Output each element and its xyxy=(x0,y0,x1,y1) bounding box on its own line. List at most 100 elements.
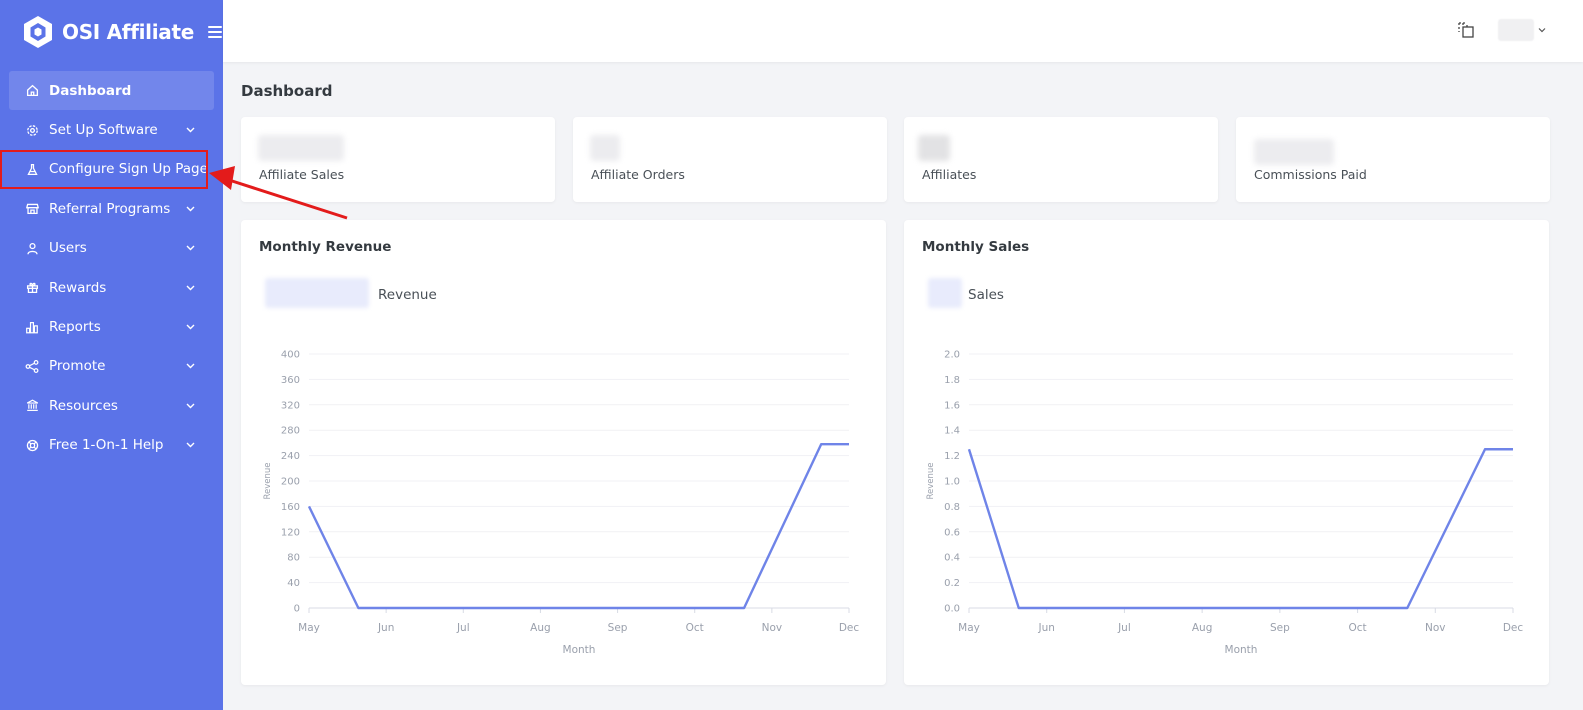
x-tick-label: Oct xyxy=(1348,622,1366,634)
sidebar-item-promote[interactable]: Promote xyxy=(0,347,223,386)
fullscreen-icon[interactable] xyxy=(1457,21,1475,39)
sales-line-chart: 0.0 0.2 0.4 0.6 0.8 1.0 1.2 1.4 1.6 1.8 2.0 May Jun J… xyxy=(926,350,1524,657)
sidebar-item-label: Dashboard xyxy=(49,82,132,99)
sidebar-item-reports[interactable]: Reports xyxy=(0,307,223,346)
chart-title: Monthly Sales xyxy=(922,239,1030,255)
y-tick-label: 40 xyxy=(287,578,300,589)
lifebuoy-icon xyxy=(24,437,40,453)
sidebar-item-rewards[interactable]: Rewards xyxy=(0,268,223,307)
y-tick-label: 360 xyxy=(281,375,300,386)
y-tick-label: 0.6 xyxy=(944,527,960,538)
x-axis-label: Month xyxy=(1225,644,1258,656)
chevron-down-icon xyxy=(185,401,195,411)
y-tick-label: 280 xyxy=(281,426,300,437)
y-tick-label: 320 xyxy=(281,400,300,411)
y-tick-label: 240 xyxy=(281,451,300,462)
sidebar-item-label: Rewards xyxy=(49,279,107,296)
hexagon-logo-icon[interactable] xyxy=(22,15,54,49)
y-tick-label: 1.6 xyxy=(944,400,960,411)
sidebar-item-label: Free 1-On-1 Help xyxy=(49,437,164,454)
sidebar-item-resources[interactable]: Resources xyxy=(0,386,223,425)
sidebar-item-referral-programs[interactable]: Referral Programs xyxy=(0,189,223,228)
legend-label: Revenue xyxy=(378,287,437,303)
x-tick-label: Jun xyxy=(377,622,394,634)
x-tick-label: Nov xyxy=(762,622,783,634)
user-icon xyxy=(24,240,40,256)
y-tick-label: 200 xyxy=(281,477,300,488)
page-title: Dashboard xyxy=(241,82,333,100)
sidebar-item-dashboard[interactable]: Dashboard xyxy=(9,71,214,111)
y-axis-label: Revenue xyxy=(263,462,273,499)
x-tick-label: Sep xyxy=(608,622,628,634)
stat-value-redacted xyxy=(590,135,620,161)
y-tick-label: 0 xyxy=(294,604,300,615)
stat-caption: Commissions Paid xyxy=(1254,167,1367,182)
chevron-down-icon xyxy=(185,125,195,135)
stat-value-redacted xyxy=(1254,139,1334,165)
x-tick-label: Dec xyxy=(1503,622,1524,634)
x-tick-label: Nov xyxy=(1425,622,1446,634)
stat-card-affiliate-sales: Affiliate Sales xyxy=(241,117,555,202)
stat-caption: Affiliate Orders xyxy=(591,167,685,182)
sidebar-item-users[interactable]: Users xyxy=(0,229,223,268)
stat-card-affiliates: Affiliates xyxy=(904,117,1218,202)
y-tick-label: 0.4 xyxy=(944,553,960,564)
sidebar-item-label: Users xyxy=(49,240,87,257)
store-icon xyxy=(24,201,40,217)
chevron-down-icon xyxy=(185,361,195,371)
x-tick-label: Oct xyxy=(686,622,704,634)
y-tick-label: 0.8 xyxy=(944,502,960,513)
x-tick-label: Jul xyxy=(1117,622,1131,634)
chart-title: Monthly Revenue xyxy=(259,239,392,255)
sidebar-item-label: Promote xyxy=(49,358,106,375)
sidebar-item-set-up-software[interactable]: Set Up Software xyxy=(0,110,223,149)
stat-card-commissions-paid: Commissions Paid xyxy=(1236,117,1550,202)
share-icon xyxy=(24,358,40,374)
sidebar-item-free-help[interactable]: Free 1-On-1 Help xyxy=(0,426,223,465)
sidebar-item-label: Resources xyxy=(49,397,118,414)
legend-swatch[interactable] xyxy=(265,278,369,308)
avatar[interactable] xyxy=(1498,19,1534,41)
sidebar-item-label: Configure Sign Up Page xyxy=(49,161,208,178)
x-axis-label: Month xyxy=(563,644,596,656)
x-tick-label: May xyxy=(298,622,320,634)
y-axis-label: Revenue xyxy=(926,462,936,499)
y-tick-label: 1.8 xyxy=(944,375,960,386)
stat-card-affiliate-orders: Affiliate Orders xyxy=(573,117,887,202)
y-tick-label: 400 xyxy=(281,350,300,361)
flask-icon xyxy=(24,161,40,177)
hamburger-menu-icon[interactable] xyxy=(207,26,222,38)
topbar xyxy=(223,0,1583,62)
sidebar-item-configure-sign-up-page[interactable]: Configure Sign Up Page xyxy=(0,149,208,190)
legend-label: Sales xyxy=(968,287,1004,303)
gear-icon xyxy=(24,122,40,138)
y-tick-label: 120 xyxy=(281,527,300,538)
chevron-down-icon xyxy=(185,204,195,214)
stat-caption: Affiliate Sales xyxy=(259,167,345,182)
series-line xyxy=(967,448,1513,610)
stat-value-redacted xyxy=(918,135,950,161)
sidebar-item-label: Reports xyxy=(49,319,101,336)
chevron-down-icon xyxy=(185,283,195,293)
brand-name[interactable]: OSI Affiliate xyxy=(62,20,194,44)
x-tick-label: May xyxy=(958,622,980,634)
chevron-down-icon xyxy=(185,440,195,450)
chevron-down-icon[interactable] xyxy=(1538,26,1546,34)
sidebar: OSI Affiliate Dashboard Set Up Software … xyxy=(0,0,223,710)
chart-card-monthly-sales: Monthly Sales Sales 0.0 0.2 0.4 0.6 0.8 1.0 1.… xyxy=(904,220,1549,685)
x-tick-label: Aug xyxy=(530,622,551,634)
legend-swatch[interactable] xyxy=(928,278,962,308)
y-tick-label: 2.0 xyxy=(944,350,960,361)
x-tick-label: Dec xyxy=(839,622,860,634)
chevron-down-icon xyxy=(185,243,195,253)
revenue-line-chart: 0 40 80 120 160 200 240 280 320 360 400 May Jun Jul Au… xyxy=(263,350,860,657)
bank-icon xyxy=(24,398,40,414)
home-icon xyxy=(24,83,40,99)
x-tick-label: Jun xyxy=(1038,622,1055,634)
bar-chart-icon xyxy=(24,319,40,335)
x-tick-label: Sep xyxy=(1270,622,1290,634)
y-tick-label: 1.4 xyxy=(944,426,960,437)
sidebar-nav: Dashboard Set Up Software Configure Sign… xyxy=(0,71,223,465)
y-tick-label: 80 xyxy=(287,553,300,564)
y-tick-label: 0.2 xyxy=(944,578,960,589)
